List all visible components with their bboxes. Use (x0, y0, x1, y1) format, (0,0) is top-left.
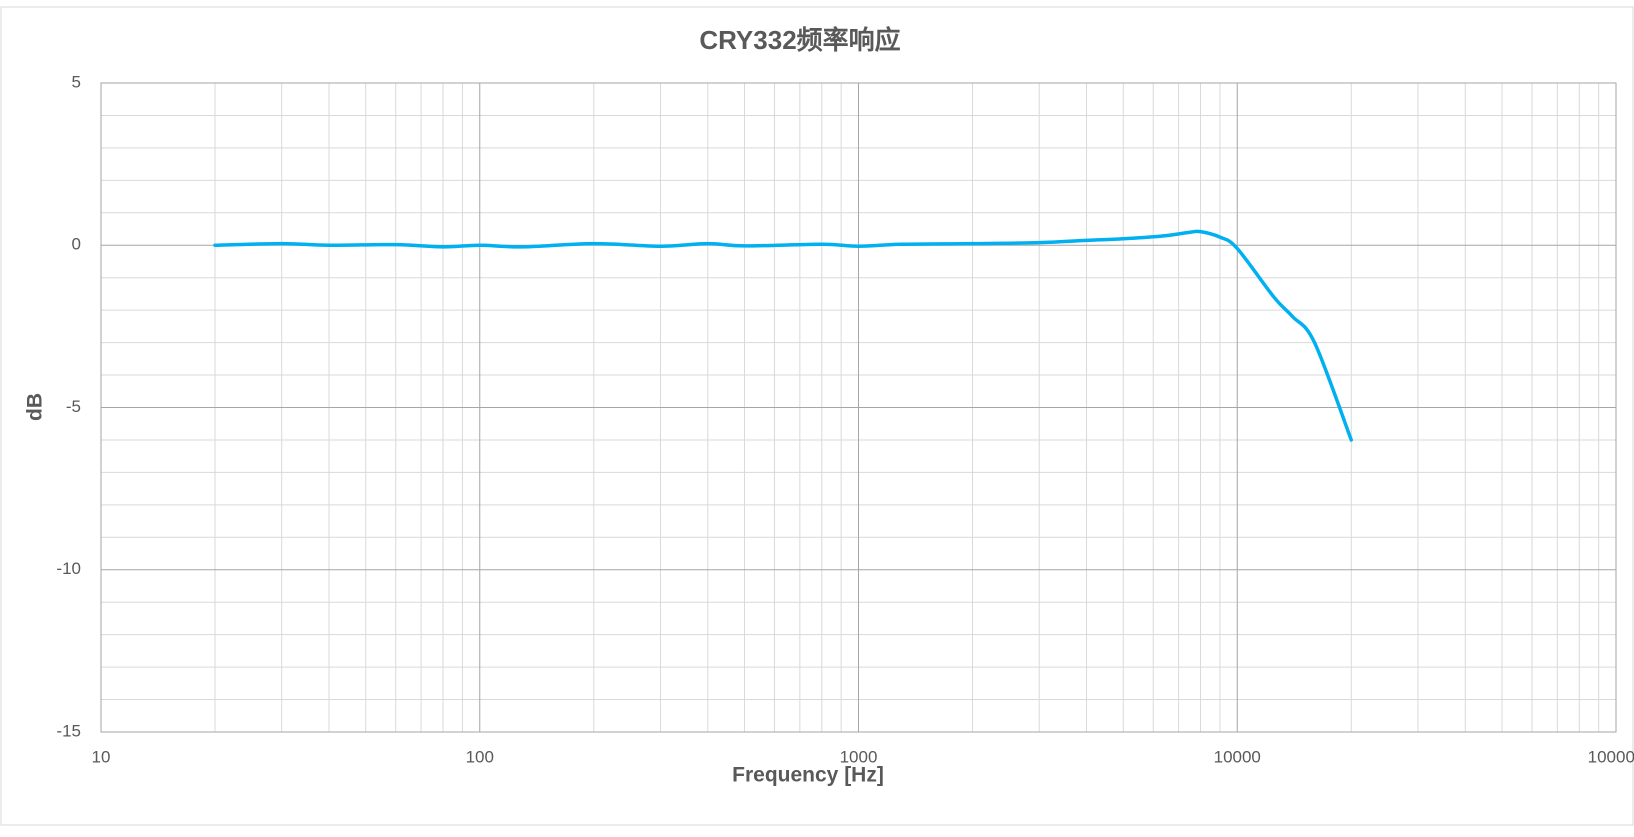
plot-border (100, 82, 1617, 733)
x-axis-title: Frequency [Hz] (732, 764, 884, 787)
x-tick-label: 100000 (1588, 747, 1634, 766)
y-tick-label: -10 (56, 559, 81, 578)
x-tick-label: 1000 (840, 747, 878, 766)
chart-title: CRY332频率响应 (699, 25, 900, 55)
data-line (213, 229, 1354, 442)
chart-frame (0, 6, 1634, 826)
y-tick-label: 0 (72, 235, 81, 254)
x-tick-label: 100 (466, 747, 494, 766)
x-tick-label: 10000 (1214, 747, 1261, 766)
y-axis-title: dB (24, 393, 47, 421)
x-tick-label: 10 (92, 747, 111, 766)
y-tick-label: -15 (56, 721, 81, 740)
y-tick-label: -5 (66, 397, 81, 416)
y-tick-label: 5 (72, 72, 81, 91)
